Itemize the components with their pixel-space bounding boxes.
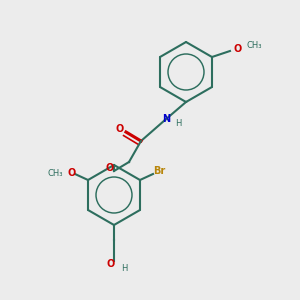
Text: O: O: [107, 259, 115, 269]
Text: H: H: [175, 118, 182, 127]
Text: O: O: [68, 167, 76, 178]
Text: O: O: [233, 44, 242, 55]
Text: Br: Br: [153, 166, 165, 176]
Text: H: H: [121, 264, 128, 273]
Text: CH₃: CH₃: [48, 169, 63, 178]
Text: CH₃: CH₃: [246, 40, 262, 50]
Text: N: N: [162, 113, 171, 124]
Text: O: O: [105, 163, 114, 173]
Text: O: O: [116, 124, 124, 134]
